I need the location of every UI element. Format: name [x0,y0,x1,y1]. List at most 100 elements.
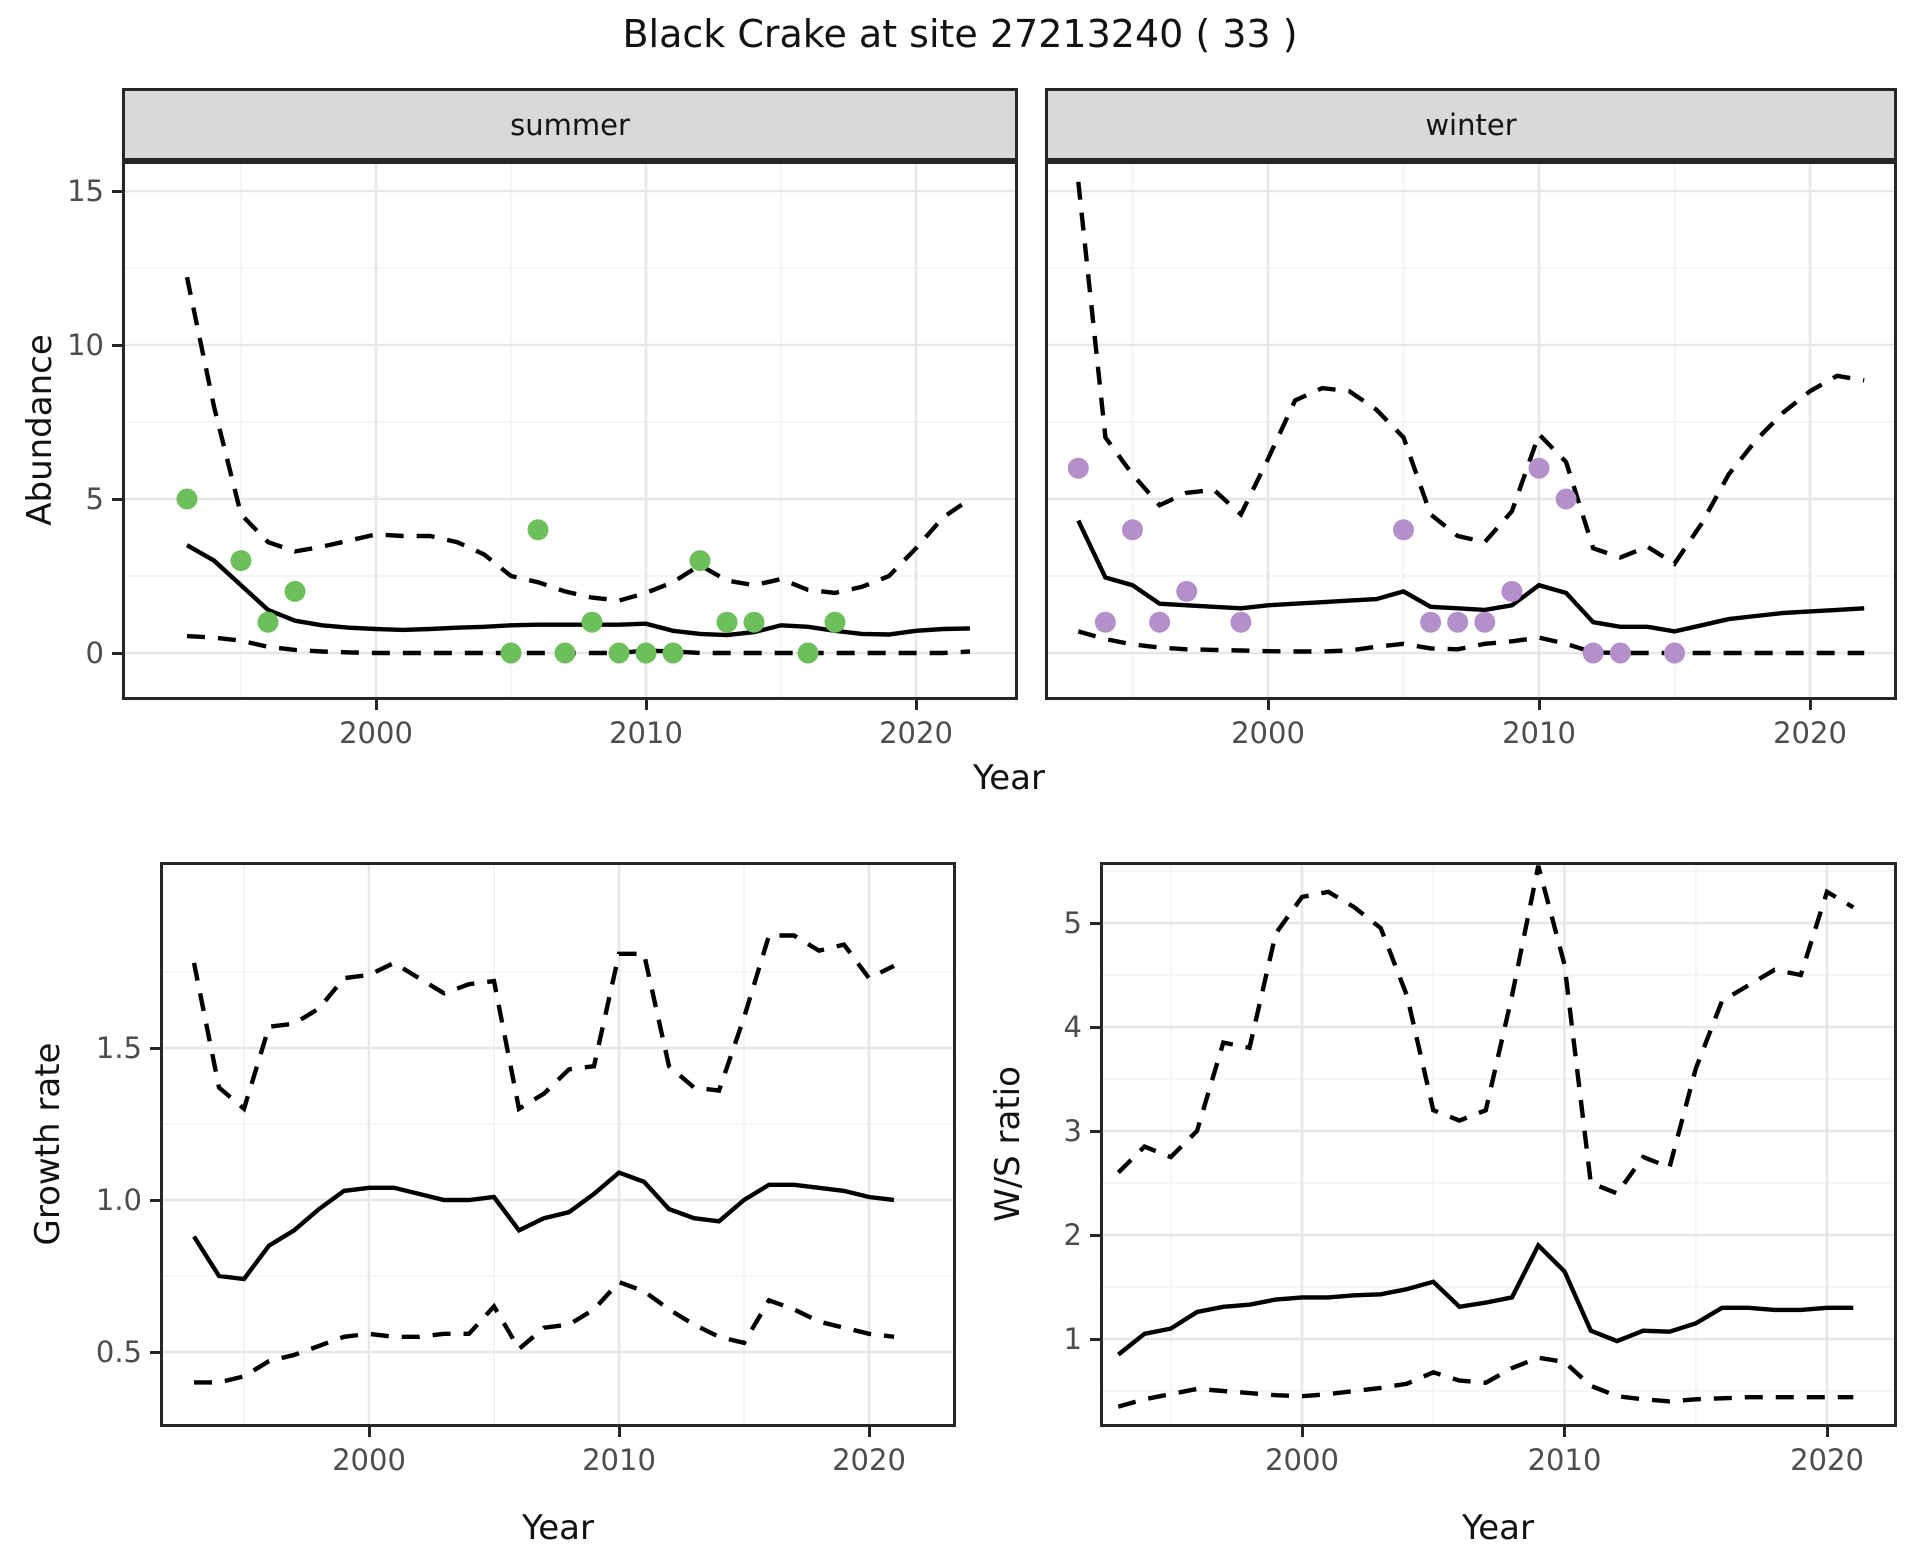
y-tick-mark [1090,1129,1100,1133]
ws-ratio-border [1100,862,1897,1427]
abundance-winter-border [1045,161,1897,700]
x-tick-label: 2020 [1790,1443,1864,1477]
x-tick-label: 2010 [1502,716,1576,750]
data-point [284,580,306,602]
ws-ratio-median-line [1116,1241,1854,1357]
y-tick-mark [1090,921,1100,925]
data-point [554,642,576,664]
data-point [230,550,252,572]
x-tick-mark [617,1427,621,1437]
y-tick-mark [112,343,122,347]
growth-rate-lower_ci-line [194,1279,895,1385]
data-point [1393,519,1414,541]
x-tick-label: 2010 [1527,1443,1602,1477]
data-point [257,611,279,633]
y-tick-mark [112,651,122,655]
x-tick-mark [1266,700,1270,710]
abundance-summer-background [122,161,1018,700]
facet-strip-summer-label: summer [510,107,630,142]
growth-rate-median-line [192,1170,895,1282]
facet-strip-winter-label: winter [1425,107,1517,142]
page-title: Black Crake at site 27213240 ( 33 ) [622,12,1298,56]
data-point [824,611,846,633]
x-axis-title-year-top: Year [973,758,1045,798]
y-tick-label: 3 [1063,1114,1082,1148]
y-tick-label: 5 [1063,906,1082,940]
x-tick-label: 2000 [332,1443,406,1477]
x-tick-mark [1537,700,1541,710]
y-tick-mark [112,189,122,193]
x-tick-label: 2000 [1265,1443,1339,1477]
growth-rate-background [160,862,956,1427]
facet-strip-summer: summer [122,88,1018,161]
x-tick-label: 2000 [339,716,413,750]
y-tick-mark [150,1046,160,1050]
panel-abundance-winter [1045,161,1897,700]
panel-ws-ratio [1100,862,1897,1427]
x-tick-label: 2010 [609,716,683,750]
data-point [635,642,657,664]
abundance-winter-background [1045,161,1897,700]
y-tick-mark [1090,1025,1100,1029]
y-tick-label: 0 [85,636,104,670]
facet-strip-winter: winter [1045,88,1897,161]
x-tick-mark [644,700,648,710]
data-point [1230,611,1252,633]
y-tick-label: 15 [67,174,104,208]
data-point [1420,611,1442,633]
data-point [1582,642,1604,664]
data-point [716,611,738,633]
data-point [743,611,765,633]
y-tick-label: 10 [67,328,104,362]
x-tick-mark [1300,1427,1304,1437]
data-point [689,550,711,572]
data-point [1094,611,1116,633]
y-tick-mark [150,1198,160,1202]
y-tick-label: 1 [1063,1322,1082,1356]
y-tick-mark [1090,1337,1100,1341]
y-tick-mark [150,1350,160,1354]
ws-ratio-background [1100,862,1897,1427]
y-tick-mark [1090,1233,1100,1237]
data-point [1555,488,1577,510]
abundance-summer-border [122,161,1018,700]
data-point [1501,580,1523,602]
y-tick-label: 0.5 [95,1335,142,1369]
abundance-summer-lower_ci-line [186,633,971,656]
data-point [1528,457,1550,479]
x-tick-mark [867,1427,871,1437]
x-axis-title-year-bottom-right: Year [1462,1508,1534,1548]
data-point [662,642,684,664]
data-point [581,611,603,633]
data-point [1664,642,1685,664]
data-point [1067,457,1089,479]
y-tick-label: 1.0 [95,1183,142,1217]
data-point [1609,642,1631,664]
y-tick-label: 1.5 [95,1031,142,1065]
x-axis-title-year-bottom-left: Year [522,1508,594,1548]
data-point [500,642,522,664]
x-tick-mark [914,700,918,710]
data-point [1176,580,1198,602]
data-point [608,642,630,664]
panel-abundance-summer [122,161,1018,700]
x-tick-mark [1825,1427,1829,1437]
x-tick-label: 2010 [582,1443,656,1477]
x-tick-label: 2020 [879,716,953,750]
x-tick-label: 2020 [1773,716,1847,750]
abundance-winter-lower_ci-line [1077,629,1865,656]
abundance-winter-median-line [1076,519,1865,634]
data-point [527,519,549,541]
x-tick-mark [1808,700,1812,710]
data-point [1149,611,1171,633]
data-point [176,488,198,510]
x-tick-mark [374,700,378,710]
y-tick-label: 2 [1063,1218,1082,1252]
data-point [1447,611,1469,633]
x-tick-mark [367,1427,371,1437]
y-tick-label: 5 [85,482,104,516]
ws-ratio-lower_ci-line [1117,1355,1854,1409]
abundance-winter-upper_ci-line [1076,181,1865,567]
panel-growth-rate [160,862,956,1427]
